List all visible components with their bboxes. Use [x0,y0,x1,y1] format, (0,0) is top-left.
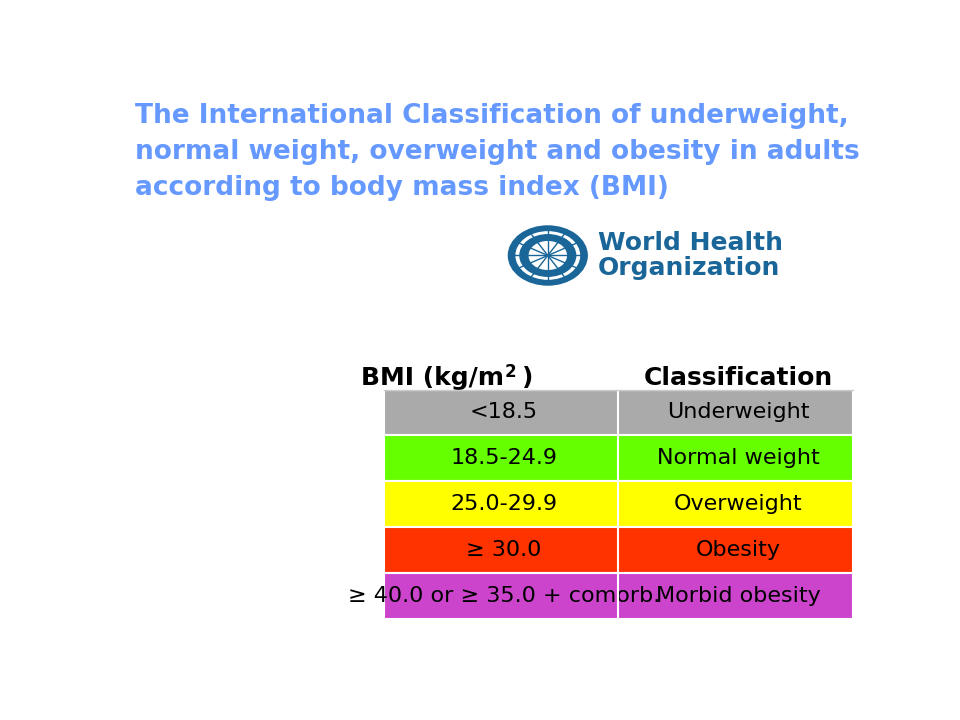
Circle shape [509,227,587,284]
Text: World Health: World Health [598,231,782,256]
Bar [384,481,852,527]
Text: Classification: Classification [643,366,832,390]
Bar [384,527,852,573]
Text: Normal weight: Normal weight [657,449,820,468]
Text: The International Classification of underweight,: The International Classification of unde… [134,103,849,129]
Text: <18.5: <18.5 [469,402,538,423]
Text: ): ) [522,366,534,390]
Text: normal weight, overweight and obesity in adults: normal weight, overweight and obesity in… [134,139,859,165]
Text: Overweight: Overweight [674,494,803,514]
Text: 18.5-24.9: 18.5-24.9 [450,449,557,468]
Bar [384,573,852,618]
Bar [384,436,852,481]
Text: Underweight: Underweight [667,402,809,423]
Bar [384,366,852,390]
Text: Morbid obesity: Morbid obesity [656,585,821,606]
Text: 2: 2 [504,364,516,382]
Circle shape [520,235,576,276]
Bar [384,390,852,436]
Text: Organization: Organization [598,256,780,279]
Text: ≥ 30.0: ≥ 30.0 [466,540,541,560]
Circle shape [529,242,566,269]
Text: Obesity: Obesity [695,540,780,560]
Text: BMI (kg/m: BMI (kg/m [361,366,504,390]
Text: according to body mass index (BMI): according to body mass index (BMI) [134,175,669,201]
Text: 25.0-29.9: 25.0-29.9 [450,494,557,514]
Circle shape [516,232,580,279]
Text: ≥ 40.0 or ≥ 35.0 + comorb.: ≥ 40.0 or ≥ 35.0 + comorb. [348,585,660,606]
